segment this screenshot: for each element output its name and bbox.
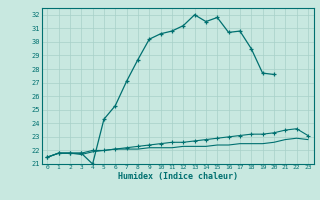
X-axis label: Humidex (Indice chaleur): Humidex (Indice chaleur) (118, 172, 237, 181)
